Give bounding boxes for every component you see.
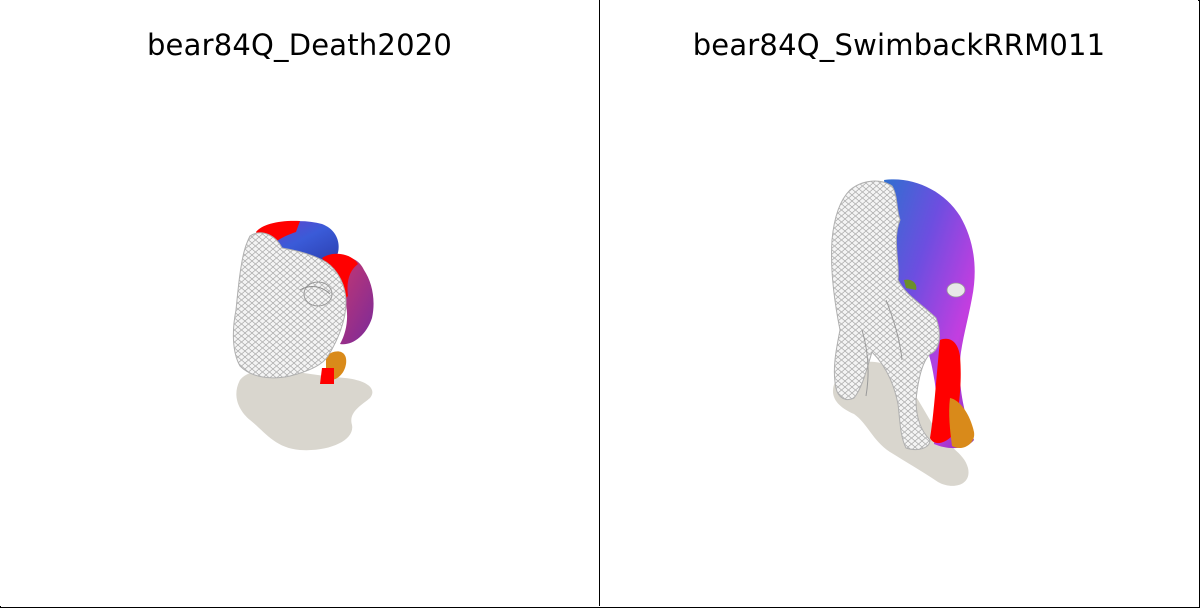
panel-title-right: bear84Q_SwimbackRRM011 bbox=[692, 28, 1106, 62]
ground-shadow-left bbox=[236, 369, 373, 451]
viewport-left[interactable]: bear84Q_Death2020 bbox=[0, 0, 599, 606]
mesh-body-right bbox=[830, 180, 940, 451]
viewport-right[interactable]: bear84Q_SwimbackRRM011 bbox=[600, 0, 1198, 606]
surface-red-paw bbox=[320, 368, 334, 384]
mesh-body-left bbox=[232, 232, 347, 379]
bear-model-left[interactable] bbox=[0, 0, 599, 606]
surface-orange-foot-right bbox=[949, 398, 975, 449]
panel-title-left: bear84Q_Death2020 bbox=[146, 28, 453, 62]
bear-model-right[interactable] bbox=[600, 0, 1198, 606]
surface-green-spot bbox=[904, 279, 917, 290]
